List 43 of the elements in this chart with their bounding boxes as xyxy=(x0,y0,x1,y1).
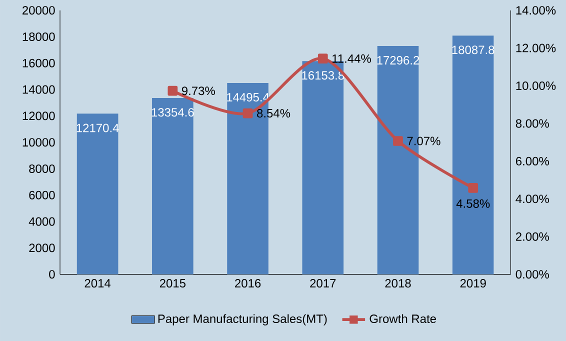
x-tick-label: 2019 xyxy=(460,279,486,288)
y2-tick-label: 4.00% xyxy=(516,194,549,204)
x-tick-label: 2016 xyxy=(235,279,261,288)
y-tick-label: 4000 xyxy=(28,217,55,226)
y2-tick-label: 2.00% xyxy=(516,232,549,241)
y2-tick-label: 10.00% xyxy=(516,81,556,90)
point xyxy=(393,136,403,146)
y-tick-label: 18000 xyxy=(22,32,55,41)
point xyxy=(468,183,478,193)
y-tick-label: 12000 xyxy=(22,112,55,120)
y2-tick-label: 0.00% xyxy=(516,270,549,279)
y-tick-label: 6000 xyxy=(29,190,55,200)
point xyxy=(168,86,178,96)
data-label: 14495.4 xyxy=(227,93,270,102)
x-tick-label: 2014 xyxy=(84,279,111,288)
legend-label: Paper Manufacturing Sales(MT) xyxy=(158,314,327,326)
x-tick-label: 2017 xyxy=(310,279,336,288)
x-tick-label: 2018 xyxy=(385,279,411,288)
bar xyxy=(76,114,118,274)
point xyxy=(242,108,253,118)
data-label: 17296.2 xyxy=(377,56,420,65)
y-tick-label: 8000 xyxy=(29,164,55,173)
legend-label: Growth Rate xyxy=(370,314,436,324)
bar xyxy=(152,98,194,274)
point xyxy=(318,54,328,64)
y-tick-label: 2000 xyxy=(29,244,55,252)
x-tick-label: 2015 xyxy=(160,279,186,288)
y2-tick-label: 8.00% xyxy=(516,119,549,128)
y2-tick-label: 14.00% xyxy=(516,6,556,15)
y-tick-label: 16000 xyxy=(22,58,55,68)
data-label: 4.58% xyxy=(456,199,490,208)
y-tick-label: 14000 xyxy=(22,85,55,94)
y-tick-label: 20000 xyxy=(22,6,55,15)
bar xyxy=(302,61,344,274)
data-label: 9.73% xyxy=(182,86,215,96)
data-label: 7.07% xyxy=(407,136,440,146)
y2-tick-label: 12.00% xyxy=(516,44,556,52)
data-label: 8.54% xyxy=(257,109,290,118)
y-tick-label: 10000 xyxy=(22,138,55,147)
y2-tick-label: 6.00% xyxy=(516,156,549,166)
bar xyxy=(452,36,494,274)
y-tick-label: 0 xyxy=(49,270,55,279)
data-label: 11.44% xyxy=(332,54,371,63)
